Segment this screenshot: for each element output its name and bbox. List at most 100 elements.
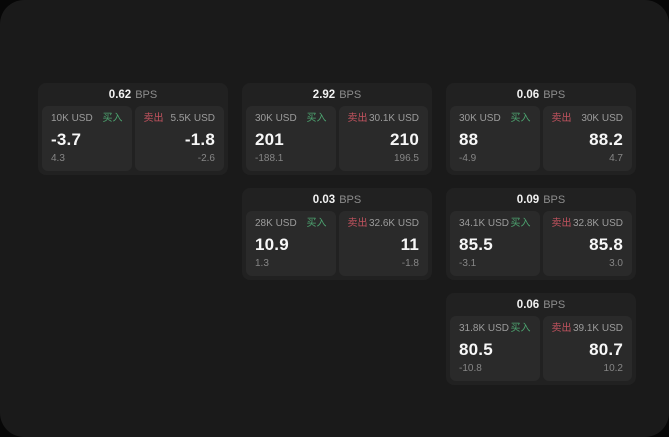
buy-price: 85.5 xyxy=(459,234,493,254)
buy-delta: -4.9 xyxy=(459,153,477,164)
buy-delta: -10.8 xyxy=(459,363,482,374)
sell-tile[interactable]: 卖出 39.1K USD 80.7 10.2 xyxy=(542,316,632,381)
quote-card-grid: 0.62 BPS 10K USD 买入 -3.7 4.3 卖出 5.5K USD xyxy=(38,83,636,385)
sell-price: 11 xyxy=(400,234,419,254)
buy-price: 88 xyxy=(459,129,479,149)
sell-label: 卖出 xyxy=(347,113,368,124)
sell-label: 卖出 xyxy=(347,218,368,229)
buy-tile-top-row: 31.8K USD 买入 xyxy=(459,323,531,335)
sell-notional: 32.6K USD xyxy=(368,218,419,229)
buy-sell-panels: 30K USD 买入 201 -188.1 卖出 30.1K USD 210 1… xyxy=(242,106,432,175)
sell-tile[interactable]: 卖出 32.6K USD 11 -1.8 xyxy=(338,211,428,276)
buy-delta: 4.3 xyxy=(51,153,65,164)
sell-tile-top-row: 卖出 30K USD xyxy=(552,113,624,125)
buy-label: 买入 xyxy=(102,113,123,124)
quote-card: 0.06 BPS 30K USD 买入 88 -4.9 卖出 30K USD xyxy=(446,83,636,175)
buy-tile-top-row: 10K USD 买入 xyxy=(51,113,123,125)
sell-delta: -2.6 xyxy=(197,153,215,164)
sell-price: -1.8 xyxy=(184,129,215,149)
buy-tile-top-row: 28K USD 买入 xyxy=(255,218,327,230)
buy-delta: -3.1 xyxy=(459,258,477,269)
buy-label: 买入 xyxy=(510,218,531,229)
buy-label: 买入 xyxy=(510,113,531,124)
buy-notional: 30K USD xyxy=(255,113,297,124)
sell-delta: -1.8 xyxy=(401,258,419,269)
sell-notional: 5.5K USD xyxy=(170,113,215,124)
sell-tile[interactable]: 卖出 30K USD 88.2 4.7 xyxy=(542,106,632,171)
sell-notional: 30K USD xyxy=(581,113,623,124)
bps-header: 0.03 BPS xyxy=(242,188,432,211)
sell-tile[interactable]: 卖出 32.8K USD 85.8 3.0 xyxy=(542,211,632,276)
buy-tile-top-row: 34.1K USD 买入 xyxy=(459,218,531,230)
sell-notional: 39.1K USD xyxy=(572,323,623,334)
sell-price: 88.2 xyxy=(589,129,623,149)
buy-notional: 28K USD xyxy=(255,218,297,229)
quote-card: 0.62 BPS 10K USD 买入 -3.7 4.3 卖出 5.5K USD xyxy=(38,83,228,175)
buy-label: 买入 xyxy=(306,218,327,229)
quote-card: 0.03 BPS 28K USD 买入 10.9 1.3 卖出 32.6K US… xyxy=(242,188,432,280)
quote-card: 2.92 BPS 30K USD 买入 201 -188.1 卖出 30.1K … xyxy=(242,83,432,175)
buy-sell-panels: 31.8K USD 买入 80.5 -10.8 卖出 39.1K USD 80.… xyxy=(446,316,636,385)
sell-price: 80.7 xyxy=(589,339,623,359)
sell-delta: 196.5 xyxy=(393,153,419,164)
bps-unit-label: BPS xyxy=(543,193,566,206)
buy-notional: 31.8K USD xyxy=(459,323,510,334)
buy-tile[interactable]: 28K USD 买入 10.9 1.3 xyxy=(246,211,336,276)
sell-tile[interactable]: 卖出 5.5K USD -1.8 -2.6 xyxy=(134,106,224,171)
sell-tile-top-row: 卖出 32.8K USD xyxy=(552,218,624,230)
buy-tile-top-row: 30K USD 买入 xyxy=(459,113,531,125)
buy-sell-panels: 28K USD 买入 10.9 1.3 卖出 32.6K USD 11 -1.8 xyxy=(242,211,432,280)
sell-price: 210 xyxy=(390,129,419,149)
quote-card: 0.06 BPS 31.8K USD 买入 80.5 -10.8 卖出 39.1… xyxy=(446,293,636,385)
bps-unit-label: BPS xyxy=(543,298,566,311)
bps-unit-label: BPS xyxy=(543,88,566,101)
buy-price: 80.5 xyxy=(459,339,493,359)
sell-delta: 10.2 xyxy=(603,363,623,374)
buy-label: 买入 xyxy=(510,323,531,334)
bps-unit-label: BPS xyxy=(339,88,362,101)
buy-tile[interactable]: 30K USD 买入 201 -188.1 xyxy=(246,106,336,171)
sell-label: 卖出 xyxy=(551,218,572,229)
bps-value: 0.09 xyxy=(516,193,540,206)
sell-tile-top-row: 卖出 32.6K USD xyxy=(348,218,420,230)
bps-value: 0.06 xyxy=(516,298,540,311)
bps-value: 0.62 xyxy=(108,88,132,101)
bps-header: 0.62 BPS xyxy=(38,83,228,106)
sell-price: 85.8 xyxy=(589,234,623,254)
buy-sell-panels: 34.1K USD 买入 85.5 -3.1 卖出 32.8K USD 85.8… xyxy=(446,211,636,280)
bps-value: 2.92 xyxy=(312,88,336,101)
quote-card: 0.09 BPS 34.1K USD 买入 85.5 -3.1 卖出 32.8K… xyxy=(446,188,636,280)
sell-label: 卖出 xyxy=(551,323,572,334)
bps-unit-label: BPS xyxy=(135,88,158,101)
buy-price: 201 xyxy=(255,129,284,149)
sell-delta: 4.7 xyxy=(609,153,623,164)
sell-label: 卖出 xyxy=(551,113,572,124)
sell-notional: 30.1K USD xyxy=(368,113,419,124)
buy-tile[interactable]: 34.1K USD 买入 85.5 -3.1 xyxy=(450,211,540,276)
buy-tile[interactable]: 10K USD 买入 -3.7 4.3 xyxy=(42,106,132,171)
bps-header: 2.92 BPS xyxy=(242,83,432,106)
buy-notional: 34.1K USD xyxy=(459,218,510,229)
sell-delta: 3.0 xyxy=(609,258,623,269)
bps-unit-label: BPS xyxy=(339,193,362,206)
bps-header: 0.06 BPS xyxy=(446,83,636,106)
bps-header: 0.09 BPS xyxy=(446,188,636,211)
buy-tile[interactable]: 31.8K USD 买入 80.5 -10.8 xyxy=(450,316,540,381)
sell-tile[interactable]: 卖出 30.1K USD 210 196.5 xyxy=(338,106,428,171)
sell-tile-top-row: 卖出 5.5K USD xyxy=(144,113,216,125)
buy-price: 10.9 xyxy=(255,234,289,254)
bps-header: 0.06 BPS xyxy=(446,293,636,316)
buy-delta: 1.3 xyxy=(255,258,269,269)
buy-tile[interactable]: 30K USD 买入 88 -4.9 xyxy=(450,106,540,171)
bps-value: 0.06 xyxy=(516,88,540,101)
sell-tile-top-row: 卖出 39.1K USD xyxy=(552,323,624,335)
sell-tile-top-row: 卖出 30.1K USD xyxy=(348,113,420,125)
buy-notional: 10K USD xyxy=(51,113,93,124)
buy-delta: -188.1 xyxy=(255,153,284,164)
buy-notional: 30K USD xyxy=(459,113,501,124)
buy-price: -3.7 xyxy=(51,129,82,149)
buy-label: 买入 xyxy=(306,113,327,124)
sell-label: 卖出 xyxy=(143,113,164,124)
sell-notional: 32.8K USD xyxy=(572,218,623,229)
